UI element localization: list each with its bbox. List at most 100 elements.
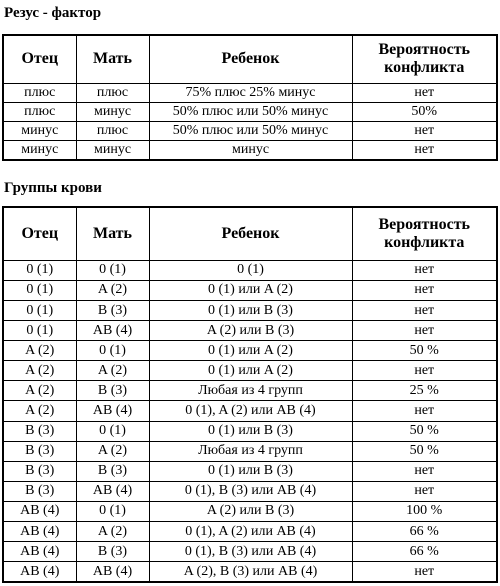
table-row: B (3) AB (4) 0 (1), B (3) или AB (4) нет xyxy=(2,480,498,502)
cell-child: Любая из 4 групп xyxy=(148,440,353,462)
cell-conflict-probability: нет xyxy=(351,279,498,301)
rh-factor-title: Резус - фактор xyxy=(4,5,102,21)
cell-father: плюс xyxy=(2,102,77,123)
cell-child: 0 (1), A (2) или AB (4) xyxy=(148,400,353,422)
cell-father: AB (4) xyxy=(2,520,77,543)
cell-mother: A (2) xyxy=(75,279,150,301)
cell-child: Любая из 4 групп xyxy=(148,380,353,402)
header-conflict-probability: Вероятность конфликта xyxy=(351,34,498,84)
cell-conflict-probability: нет xyxy=(351,360,498,382)
cell-conflict-probability: 50 % xyxy=(351,340,498,362)
cell-mother: 0 (1) xyxy=(75,420,150,442)
cell-child: 0 (1) или A (2) xyxy=(148,279,353,301)
cell-mother: 0 (1) xyxy=(75,340,150,362)
header-father: Отец xyxy=(2,34,77,84)
table-row: 0 (1) B (3) 0 (1) или B (3) нет xyxy=(2,299,498,322)
cell-conflict-probability: нет xyxy=(351,299,498,322)
header-conflict-probability: Вероятность конфликта xyxy=(351,206,498,261)
cell-conflict-probability: 50 % xyxy=(351,420,498,442)
cell-mother: AB (4) xyxy=(75,320,150,342)
cell-father: AB (4) xyxy=(2,541,77,563)
cell-child: 0 (1) или B (3) xyxy=(148,420,353,442)
cell-conflict-probability: нет xyxy=(351,480,498,502)
cell-father: A (2) xyxy=(2,340,77,362)
cell-child: 0 (1) xyxy=(148,259,353,281)
table-header-row: Отец Мать Ребенок Вероятность конфликта xyxy=(2,206,498,261)
cell-mother: B (3) xyxy=(75,299,150,322)
rh-factor-table: Отец Мать Ребенок Вероятность конфликта … xyxy=(2,34,498,161)
cell-child: 0 (1) или B (3) xyxy=(148,460,353,482)
cell-child: 0 (1) или A (2) xyxy=(148,340,353,362)
cell-mother: плюс xyxy=(75,121,150,142)
table-row: 0 (1) 0 (1) 0 (1) нет xyxy=(2,259,498,281)
cell-father: B (3) xyxy=(2,480,77,502)
header-child: Ребенок xyxy=(148,206,353,261)
table-row: AB (4) 0 (1) A (2) или B (3) 100 % xyxy=(2,500,498,523)
table-row: плюс минус 50% плюс или 50% минус 50% xyxy=(2,102,498,123)
cell-mother: A (2) xyxy=(75,440,150,462)
cell-child: 0 (1), A (2) или AB (4) xyxy=(148,520,353,543)
cell-child: A (2) или B (3) xyxy=(148,320,353,342)
cell-child: 50% плюс или 50% минус xyxy=(148,102,353,123)
cell-conflict-probability: нет xyxy=(351,400,498,422)
table-row: B (3) B (3) 0 (1) или B (3) нет xyxy=(2,460,498,482)
cell-father: A (2) xyxy=(2,380,77,402)
cell-father: AB (4) xyxy=(2,561,77,583)
table-row: минус минус минус нет xyxy=(2,140,498,161)
cell-mother: минус xyxy=(75,102,150,123)
header-child: Ребенок xyxy=(148,34,353,84)
table-row: A (2) A (2) 0 (1) или A (2) нет xyxy=(2,360,498,382)
header-father: Отец xyxy=(2,206,77,261)
cell-conflict-probability: нет xyxy=(351,320,498,342)
header-mother: Мать xyxy=(75,206,150,261)
cell-father: 0 (1) xyxy=(2,279,77,301)
cell-mother: B (3) xyxy=(75,380,150,402)
cell-conflict-probability: нет xyxy=(351,561,498,583)
cell-child: минус xyxy=(148,140,353,161)
table-row: B (3) A (2) Любая из 4 групп 50 % xyxy=(2,440,498,462)
cell-mother: AB (4) xyxy=(75,480,150,502)
cell-father: 0 (1) xyxy=(2,320,77,342)
table-row: плюс плюс 75% плюс 25% минус нет xyxy=(2,82,498,104)
cell-mother: AB (4) xyxy=(75,561,150,583)
table-row: AB (4) AB (4) A (2), B (3) или AB (4) не… xyxy=(2,561,498,583)
cell-mother: AB (4) xyxy=(75,400,150,422)
cell-child: 0 (1) или A (2) xyxy=(148,360,353,382)
cell-father: минус xyxy=(2,140,77,161)
table-row: минус плюс 50% плюс или 50% минус нет xyxy=(2,121,498,142)
cell-father: A (2) xyxy=(2,360,77,382)
cell-child: A (2), B (3) или AB (4) xyxy=(148,561,353,583)
cell-mother: B (3) xyxy=(75,541,150,563)
cell-child: 75% плюс 25% минус xyxy=(148,82,353,104)
cell-conflict-probability: 66 % xyxy=(351,541,498,563)
cell-father: минус xyxy=(2,121,77,142)
table-row: A (2) B (3) Любая из 4 групп 25 % xyxy=(2,380,498,402)
cell-mother: 0 (1) xyxy=(75,259,150,281)
cell-conflict-probability: нет xyxy=(351,121,498,142)
cell-child: 50% плюс или 50% минус xyxy=(148,121,353,142)
cell-conflict-probability: 50% xyxy=(351,102,498,123)
cell-mother: минус xyxy=(75,140,150,161)
cell-father: A (2) xyxy=(2,400,77,422)
cell-child: 0 (1), B (3) или AB (4) xyxy=(148,541,353,563)
cell-mother: 0 (1) xyxy=(75,500,150,523)
blood-groups-title: Группы крови xyxy=(4,180,102,196)
cell-conflict-probability: 50 % xyxy=(351,440,498,462)
table-header-row: Отец Мать Ребенок Вероятность конфликта xyxy=(2,34,498,84)
table-row: AB (4) B (3) 0 (1), B (3) или AB (4) 66 … xyxy=(2,541,498,563)
cell-father: 0 (1) xyxy=(2,259,77,281)
cell-child: A (2) или B (3) xyxy=(148,500,353,523)
cell-father: 0 (1) xyxy=(2,299,77,322)
cell-mother: B (3) xyxy=(75,460,150,482)
blood-groups-table: Отец Мать Ребенок Вероятность конфликта … xyxy=(2,206,498,583)
table-row: AB (4) A (2) 0 (1), A (2) или AB (4) 66 … xyxy=(2,520,498,543)
cell-father: B (3) xyxy=(2,440,77,462)
table-row: A (2) AB (4) 0 (1), A (2) или AB (4) нет xyxy=(2,400,498,422)
cell-mother: A (2) xyxy=(75,360,150,382)
cell-father: AB (4) xyxy=(2,500,77,523)
cell-conflict-probability: 25 % xyxy=(351,380,498,402)
table-row: 0 (1) AB (4) A (2) или B (3) нет xyxy=(2,320,498,342)
cell-conflict-probability: 66 % xyxy=(351,520,498,543)
cell-mother: A (2) xyxy=(75,520,150,543)
cell-conflict-probability: нет xyxy=(351,82,498,104)
